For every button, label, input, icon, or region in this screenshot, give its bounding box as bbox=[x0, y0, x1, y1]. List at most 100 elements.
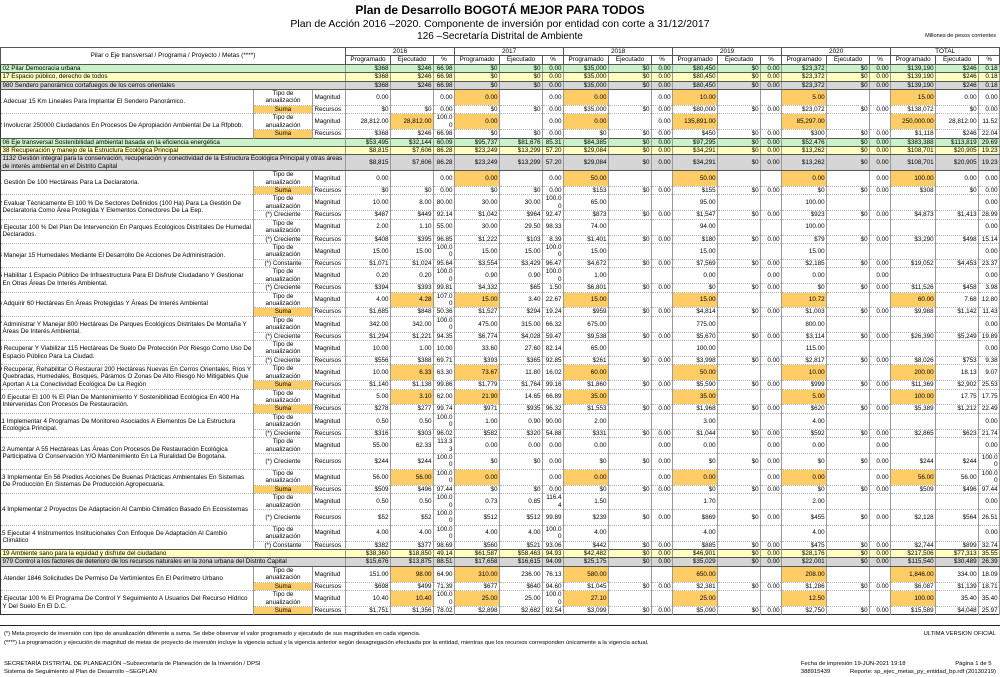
value-cell: 90.00 bbox=[542, 412, 565, 430]
section-label: 17 Espacio público, derecho de todos bbox=[0, 72, 346, 82]
year-header-total: TOTAL bbox=[890, 46, 1000, 57]
meta-magnitud-row: 14 Implementar 2 Proyectos De Adaptación… bbox=[0, 493, 1000, 526]
tipo-anualizacion-value: Suma bbox=[253, 581, 313, 591]
value-cell: $496 bbox=[935, 484, 980, 494]
value-cell: $0 bbox=[717, 355, 762, 365]
value-cell: $0 bbox=[717, 307, 762, 317]
tipo-anualizacion-value: Suma bbox=[253, 129, 313, 139]
value-cell: 0.00 bbox=[542, 437, 565, 454]
value-cell: $8,815 bbox=[345, 154, 391, 172]
value-cell bbox=[890, 340, 937, 357]
subheader-programado: Programado bbox=[672, 55, 719, 65]
value-cell: 0.00 bbox=[651, 210, 674, 220]
magnitud-label: Magnitud bbox=[312, 291, 346, 308]
value-cell: 0.00 bbox=[542, 72, 565, 82]
value-cell: $0 bbox=[717, 137, 762, 147]
meta-label: 5 Habilitar 1 Espacio Público De Infraes… bbox=[0, 267, 254, 293]
value-cell: $29,084 bbox=[563, 154, 610, 172]
value-cell: $34,291 bbox=[672, 145, 719, 156]
value-cell: 0.00 bbox=[651, 605, 674, 615]
meta-recursos-row: (*) Creciente Recursos $394 $393 99.81 $4,332… bbox=[1, 283, 1000, 293]
value-cell bbox=[608, 267, 653, 284]
value-cell: 10.00 bbox=[345, 194, 391, 211]
value-cell: $1,751 bbox=[345, 605, 391, 615]
value-cell: 50.36 bbox=[433, 307, 456, 317]
value-cell: 0.00 bbox=[869, 137, 892, 147]
value-cell: $0 bbox=[826, 283, 871, 293]
value-cell: 115.00 bbox=[781, 340, 828, 357]
value-cell: $368 bbox=[345, 80, 391, 91]
value-cell: 10.00 bbox=[781, 364, 828, 381]
value-cell: $1,779 bbox=[454, 380, 501, 390]
value-cell bbox=[869, 590, 892, 607]
value-cell: $4,453 bbox=[935, 258, 980, 268]
value-cell: 10.00 bbox=[433, 340, 456, 357]
meta-recursos-row: Suma Recursos $278 $277 99.74 $971 $935 96.32 $1… bbox=[1, 404, 1000, 414]
value-cell: $6,087 bbox=[890, 581, 937, 591]
value-cell: 0.00 bbox=[978, 493, 1000, 510]
meta-recursos-row: (*) Creciente Recursos $487 $449 92.14 $1,042… bbox=[1, 210, 1000, 220]
value-cell: 0.00 bbox=[869, 452, 892, 470]
value-cell: $0 bbox=[608, 549, 653, 559]
value-cell: 0.00 bbox=[760, 355, 783, 365]
subheader-programado: Programado bbox=[890, 55, 937, 65]
value-cell: $0 bbox=[608, 234, 653, 244]
value-cell: 71.39 bbox=[433, 581, 456, 591]
value-cell: 28,812.00 bbox=[390, 113, 434, 130]
tipo-anualizacion-label: Tipo de anualización bbox=[253, 388, 313, 405]
value-cell: $0 bbox=[454, 452, 501, 470]
value-cell: 0.00 bbox=[760, 484, 783, 494]
value-cell: 99.74 bbox=[433, 404, 456, 414]
value-cell: $15,676 bbox=[345, 557, 391, 567]
value-cell: $11,369 bbox=[890, 380, 937, 390]
recursos-label: Recursos bbox=[312, 234, 346, 244]
value-cell: 0.00 bbox=[760, 80, 783, 91]
value-cell bbox=[935, 412, 980, 430]
value-cell: 0.00 bbox=[651, 468, 674, 486]
value-cell: 85,297.00 bbox=[781, 113, 828, 130]
value-cell: 96.02 bbox=[433, 428, 456, 438]
value-cell bbox=[869, 113, 892, 130]
value-cell: 0.00 bbox=[781, 267, 828, 284]
value-cell: $0 bbox=[717, 452, 762, 470]
value-cell: $5,249 bbox=[935, 331, 980, 341]
value-cell bbox=[869, 565, 892, 583]
value-cell: 92.47 bbox=[542, 210, 565, 220]
value-cell: $0 bbox=[826, 484, 871, 494]
value-cell: 56.00 bbox=[345, 468, 391, 486]
value-cell: $0 bbox=[390, 186, 434, 195]
value-cell: $0 bbox=[826, 549, 871, 559]
value-cell: 65.00 bbox=[563, 340, 610, 357]
value-cell bbox=[760, 590, 783, 607]
section-label: 02 Pilar Democracia urbana bbox=[0, 63, 346, 74]
value-cell: $458 bbox=[935, 283, 980, 293]
value-cell bbox=[608, 113, 653, 130]
value-cell: 0.00 bbox=[760, 307, 783, 317]
tipo-anualizacion-label: Tipo de anualización bbox=[253, 194, 313, 211]
section-label: 38 Recuperación y manejo de la Estructur… bbox=[0, 145, 346, 156]
value-cell: 15.00 bbox=[454, 291, 501, 308]
report-subtitle: Plan de Acción 2016 –2020. Componente de… bbox=[290, 18, 710, 30]
value-cell: 250,000.00 bbox=[890, 113, 937, 130]
value-cell bbox=[651, 194, 674, 211]
tipo-anualizacion-value: (*) Creciente bbox=[253, 331, 313, 341]
value-cell bbox=[826, 412, 871, 430]
value-cell: 7.68 bbox=[935, 291, 980, 308]
value-cell bbox=[390, 170, 434, 187]
value-cell: 30.00 bbox=[499, 194, 544, 211]
meta-magnitud-row: 4 Manejar 15 Humedales Mediante El Desar… bbox=[0, 242, 1000, 268]
value-cell: 8.39 bbox=[542, 234, 565, 244]
value-cell: $153 bbox=[563, 186, 610, 195]
meta-label: 4 Manejar 15 Humedales Mediante El Desar… bbox=[0, 242, 254, 268]
value-cell: 0.00 bbox=[542, 129, 565, 139]
magnitud-label: Magnitud bbox=[312, 388, 346, 405]
magnitud-label: Magnitud bbox=[312, 315, 346, 333]
value-cell: 4.00 bbox=[781, 412, 828, 430]
meta-magnitud-row: 1 Adecuar 15 Km Lineales Para Implantar … bbox=[0, 88, 1000, 114]
value-cell: $34,291 bbox=[672, 154, 719, 172]
value-cell: $0 bbox=[826, 234, 871, 244]
value-cell: 0.00 bbox=[978, 218, 1000, 236]
value-cell: 100.00 bbox=[781, 194, 828, 211]
tipo-anualizacion-value: (*) Creciente bbox=[253, 428, 313, 438]
value-cell: 10.00 bbox=[672, 88, 719, 106]
